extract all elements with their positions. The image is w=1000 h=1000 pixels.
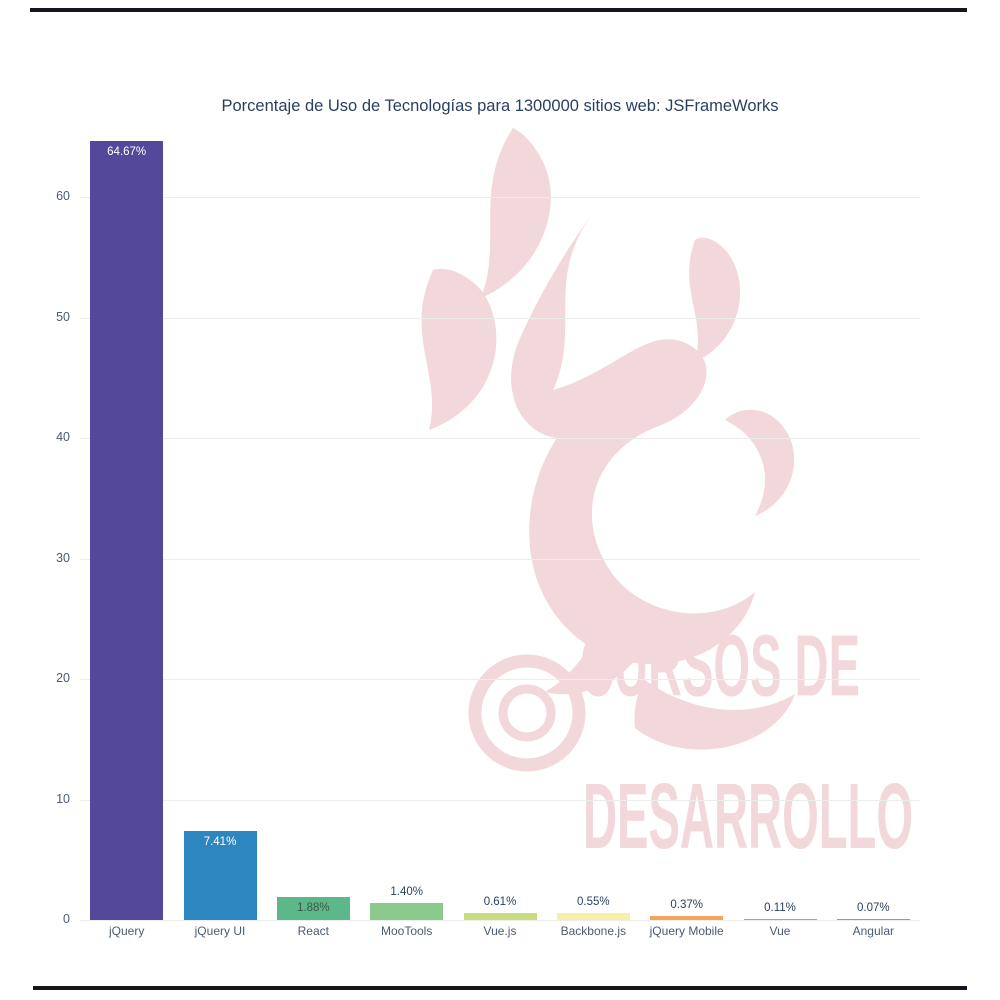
x-tick-label: jQuery [108, 924, 145, 938]
bar-backbone-js [556, 913, 630, 920]
plot-area: 64.67% 7.41% 1.88% 1.40% 0.61% 0.55% 0.37% 0.11… [80, 135, 920, 921]
bar-value-label: 64.67% [107, 145, 147, 158]
bar-value-label: 0.55% [577, 896, 610, 909]
bar-value-label: 0.07% [857, 902, 890, 914]
bar-value-label: 1.88% [297, 902, 330, 915]
bar-mootools [370, 903, 444, 920]
y-tick-label: 10 [56, 791, 70, 806]
x-tick-label: Angular [852, 924, 894, 938]
x-tick-label: Backbone.js [560, 924, 626, 938]
gridline [80, 799, 920, 801]
gridline [80, 317, 920, 319]
top-border-line [30, 8, 967, 12]
gridline [80, 920, 920, 921]
y-tick-label: 30 [56, 550, 70, 565]
watermark-logo: CURSOS DE DESARROLLO [421, 128, 913, 869]
bar-jquery-ui [183, 830, 257, 920]
y-tick-label: 60 [56, 189, 70, 203]
gridline [80, 438, 920, 439]
y-tick-label: 40 [56, 430, 70, 444]
x-tick-label: jQuery UI [194, 924, 246, 938]
bar-value-label: 0.11% [764, 901, 796, 914]
watermark-horse-body [511, 216, 755, 665]
bar-angular [836, 919, 910, 920]
bar-value-label: 0.61% [483, 895, 517, 908]
watermark-text-line1: CURSOS DE [580, 617, 860, 714]
bar-jquery-mobile [650, 915, 724, 920]
gridline [80, 197, 920, 198]
gridline [80, 558, 920, 560]
bottom-border-line [33, 986, 967, 990]
x-tick-label: Vue [769, 924, 791, 938]
y-tick-label: 0 [63, 912, 70, 926]
bar-value-label: 7.41% [203, 835, 237, 848]
bar-jquery [90, 140, 164, 920]
watermark-ring-outer [468, 654, 586, 772]
gridline [80, 679, 920, 680]
bar-value-label: 0.37% [670, 898, 703, 911]
bar-value-label: 1.40% [390, 886, 423, 899]
y-tick-label: 50 [56, 309, 70, 324]
x-tick-label: jQuery Mobile [649, 924, 724, 938]
watermark-flame-top [481, 128, 551, 298]
bar-vue-js [463, 912, 537, 920]
chart-title: Porcentaje de Uso de Tecnologías para 13… [221, 97, 779, 115]
x-tick-label: Vue.js [483, 924, 517, 938]
bar-vue [743, 918, 817, 920]
watermark-swoosh-bottom [634, 680, 795, 750]
x-tick-label: React [297, 924, 329, 938]
bar-react [276, 897, 350, 920]
watermark-flame-right [689, 237, 741, 362]
y-tick-label: 20 [56, 671, 70, 685]
watermark-text-line2: DESARROLLO [583, 765, 913, 869]
x-tick-label: MooTools [380, 924, 433, 938]
watermark-flame-left [421, 268, 497, 430]
watermark-ring-inner [498, 684, 556, 742]
watermark-swoosh-mid [725, 409, 795, 516]
